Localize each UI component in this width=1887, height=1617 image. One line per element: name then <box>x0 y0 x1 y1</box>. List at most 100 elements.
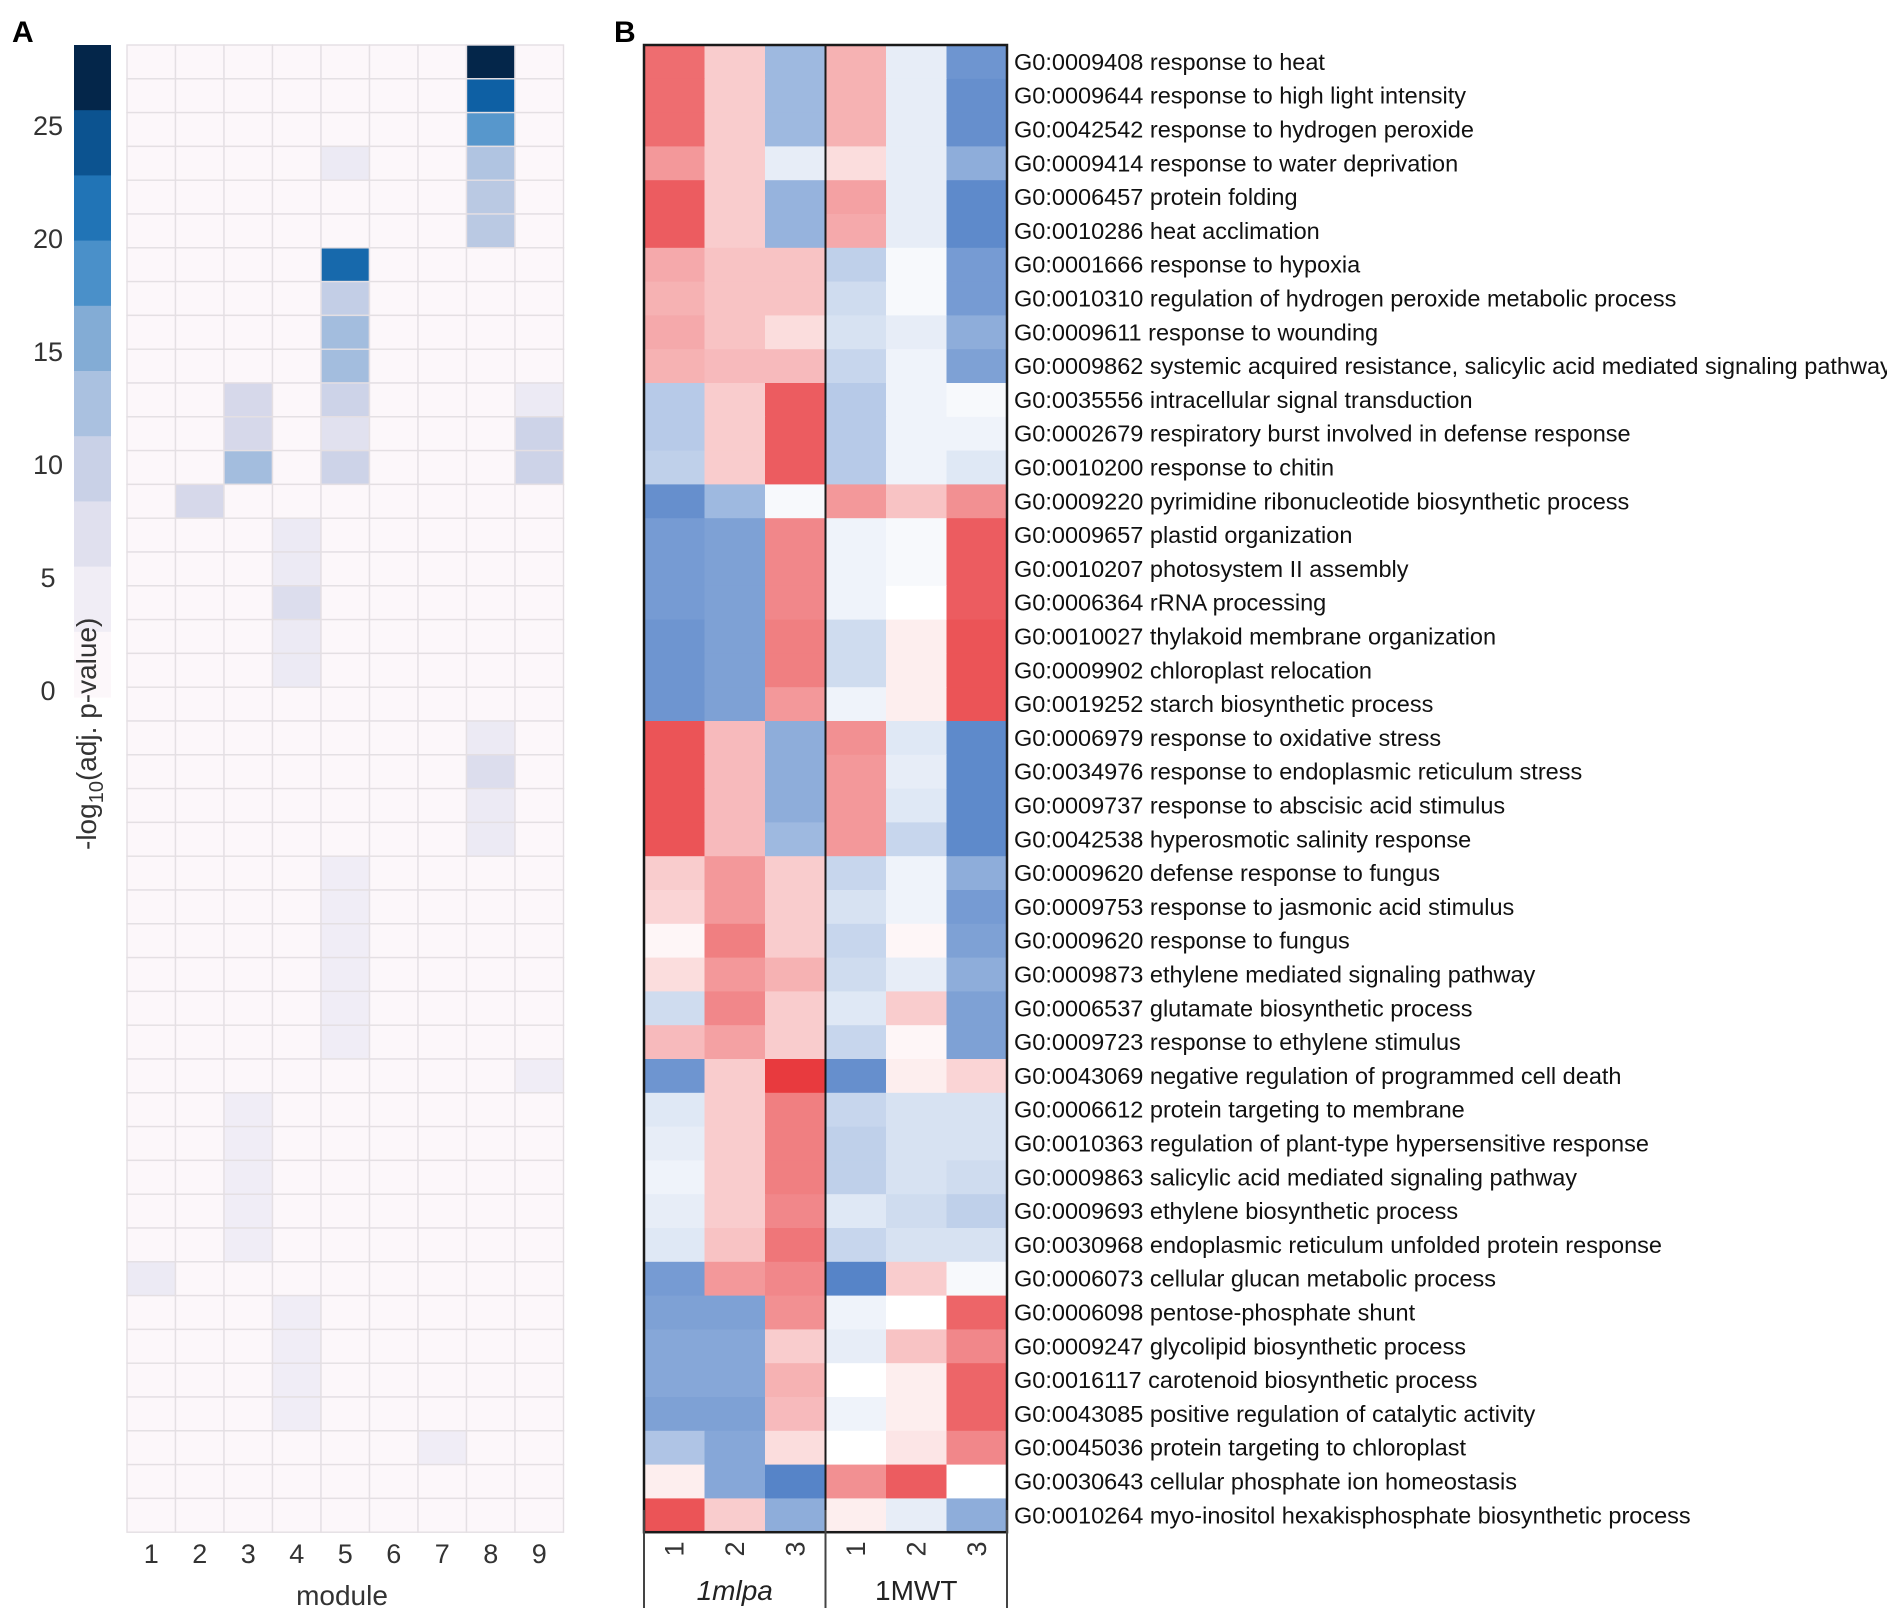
module-cell <box>174 449 225 486</box>
heatmap-cell <box>825 247 887 283</box>
module-cell <box>126 720 177 756</box>
module-cell <box>223 1497 274 1533</box>
heatmap-cell <box>765 1228 826 1263</box>
heatmap-cell <box>886 518 947 553</box>
module-cell <box>465 1058 516 1094</box>
heatmap-cell <box>765 822 826 857</box>
heatmap-cell <box>765 923 826 959</box>
module-cell <box>417 990 468 1026</box>
module-cell <box>465 990 516 1026</box>
heatmap-cell <box>886 957 947 992</box>
module-cell <box>126 1362 177 1398</box>
module-cell <box>368 754 419 790</box>
heatmap-cell <box>886 687 947 722</box>
heatmap-cell <box>644 822 705 857</box>
module-cell <box>174 1396 225 1432</box>
go-term-label: G0:0010264 myo-inositol hexakisphosphate… <box>1014 1502 1691 1528</box>
heatmap-cell <box>765 1464 826 1499</box>
module-cell <box>126 1058 177 1094</box>
module-cell <box>417 720 468 756</box>
module-cell <box>223 1328 274 1364</box>
module-cell <box>320 1092 371 1128</box>
module-cell <box>417 652 468 688</box>
heatmap-cell <box>704 754 766 790</box>
module-tick-label: 7 <box>435 1539 450 1569</box>
module-cell <box>368 889 419 925</box>
heatmap-cell <box>946 1126 1008 1161</box>
module-cell <box>126 686 177 722</box>
module-cell <box>126 382 177 418</box>
module-cell <box>368 618 419 655</box>
module-cell <box>271 416 322 452</box>
module-cell <box>126 1125 177 1162</box>
module-cell <box>465 855 516 891</box>
heatmap-cell <box>704 1126 766 1161</box>
heatmap-cell <box>644 484 705 519</box>
module-cell <box>417 1396 468 1432</box>
module-cell <box>514 44 565 80</box>
heatmap-cell <box>825 856 887 891</box>
heatmap-cell <box>886 788 947 823</box>
heatmap-cell <box>704 552 766 587</box>
module-cell <box>368 585 419 621</box>
heatmap-cell <box>946 721 1008 756</box>
heatmap-cell <box>765 653 826 688</box>
module-cell <box>514 1497 565 1533</box>
module-tick-label: 4 <box>289 1539 304 1569</box>
heatmap-cell <box>704 923 766 959</box>
module-cell <box>368 956 419 993</box>
module-cell <box>174 1497 225 1533</box>
module-cell <box>271 1294 322 1331</box>
heatmap-cell <box>946 1295 1008 1330</box>
heatmap-cell <box>886 1498 947 1533</box>
module-cell <box>320 1430 371 1466</box>
module-cell <box>514 517 565 553</box>
heatmap-cell <box>704 349 766 384</box>
heatmap-cell <box>644 754 705 790</box>
module-cell <box>271 44 322 80</box>
colorbar-segment <box>74 305 111 372</box>
heatmap-cell <box>825 822 887 857</box>
module-tick-label: 2 <box>192 1539 207 1569</box>
module-cell <box>417 213 468 249</box>
heatmap-cell <box>644 45 705 80</box>
module-cell <box>223 821 274 857</box>
module-cell <box>223 618 274 655</box>
module-cell <box>368 1463 419 1500</box>
module-cell <box>465 1396 516 1432</box>
module-cell <box>126 247 177 283</box>
module-cell <box>514 855 565 891</box>
module-cell <box>271 956 322 993</box>
heatmap-cell <box>825 1025 887 1060</box>
heatmap-cell <box>644 1295 705 1330</box>
module-cell <box>417 787 468 824</box>
module-cell <box>320 348 371 384</box>
heatmap-cell <box>946 788 1008 823</box>
heatmap-cell <box>886 1363 947 1398</box>
module-cell <box>368 280 419 317</box>
heatmap-cell <box>704 1329 766 1364</box>
heatmap-cell <box>765 450 826 485</box>
module-cell <box>368 416 419 452</box>
heatmap-cell <box>644 1498 705 1533</box>
heatmap-cell <box>825 1329 887 1364</box>
module-cell <box>368 449 419 486</box>
heatmap-cell <box>886 349 947 384</box>
module-cell <box>465 889 516 925</box>
go-term-label: G0:0009693 ethylene biosynthetic process <box>1014 1198 1458 1224</box>
module-cell <box>368 213 419 249</box>
module-cell <box>320 787 371 824</box>
heatmap-cell <box>886 1464 947 1499</box>
x-axis-title: module <box>296 1580 388 1611</box>
heatmap-cell <box>644 1261 705 1297</box>
heatmap-cell <box>946 1059 1008 1094</box>
module-cell <box>271 618 322 655</box>
module-cell <box>417 1092 468 1128</box>
module-cell <box>465 1430 516 1466</box>
heatmap-cell <box>825 687 887 722</box>
heatmap-cell <box>704 484 766 519</box>
go-term-label: G0:0006979 response to oxidative stress <box>1014 725 1441 751</box>
colorbar-title-subscript: 10 <box>86 781 108 803</box>
module-cell <box>223 1430 274 1466</box>
heatmap-cell <box>704 180 766 215</box>
